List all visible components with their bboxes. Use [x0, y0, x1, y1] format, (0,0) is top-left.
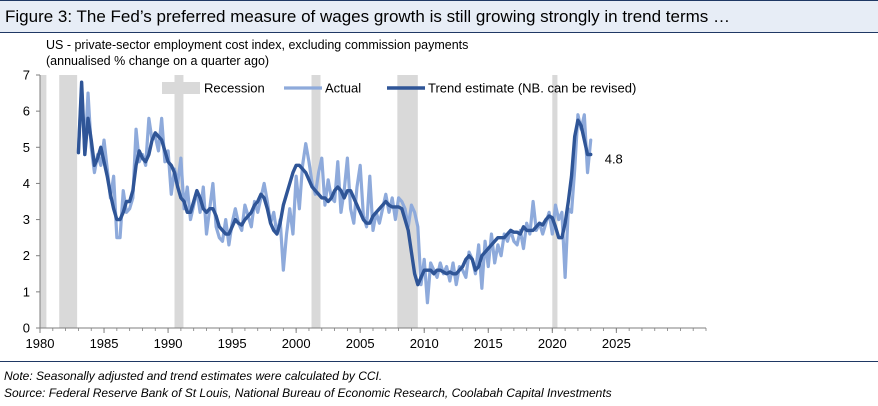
x-tick-label-2010: 2010 [410, 336, 439, 351]
recession-band-3 [174, 75, 184, 328]
trend-line [76, 80, 593, 287]
figure-notes: Note: Seasonally adjusted and trend esti… [4, 368, 612, 402]
recession-band-4 [311, 75, 321, 328]
figure-note: Note: Seasonally adjusted and trend esti… [4, 369, 383, 383]
y-tick-label-2: 2 [23, 248, 30, 263]
chart-axes: 0 1 2 3 4 5 6 7 1980 1985 1990 1995 2000 2005 2010 2015… [23, 68, 707, 351]
legend-label-recession: Recession [204, 81, 265, 96]
y-tick-label-3: 3 [23, 212, 30, 227]
wages-growth-chart: 0 1 2 3 4 5 6 7 1980 1985 1990 1995 2000 2005 2010 2015… [23, 68, 707, 351]
y-tick-label-0: 0 [23, 321, 30, 336]
legend-label-actual: Actual [325, 81, 361, 96]
bottom-divider [0, 361, 878, 362]
chart-subtitle-line-1: US - private-sector employment cost inde… [46, 38, 469, 52]
figure-source: Source: Federal Reserve Bank of St Louis… [4, 386, 612, 400]
chart-subtitle: US - private-sector employment cost inde… [46, 37, 468, 69]
x-tick-label-2000: 2000 [282, 336, 311, 351]
y-tick-label-1: 1 [23, 284, 30, 299]
x-tick-label-1980: 1980 [26, 336, 55, 351]
x-tick-label-2005: 2005 [346, 336, 375, 351]
x-tick-label-2015: 2015 [474, 336, 503, 351]
y-tick-label-6: 6 [23, 104, 30, 119]
chart-subtitle-line-2: (annualised % change on a quarter ago) [46, 54, 270, 68]
y-tick-label-5: 5 [23, 140, 30, 155]
chart-annotations: 4.8 [605, 152, 623, 167]
latest-value-annotation: 4.8 [605, 152, 623, 167]
recession-band-1 [40, 75, 47, 328]
figure-title-bar: Figure 3: The Fed’s preferred measure of… [0, 0, 878, 33]
recession-band-6 [552, 75, 558, 328]
chart-series [76, 80, 593, 305]
x-tick-label-1985: 1985 [90, 336, 119, 351]
figure-title: Figure 3: The Fed’s preferred measure of… [5, 7, 731, 26]
x-tick-label-1995: 1995 [218, 336, 247, 351]
legend-label-trend: Trend estimate (NB. can be revised) [428, 81, 636, 96]
x-tick-label-2025: 2025 [602, 336, 631, 351]
y-tick-label-7: 7 [23, 68, 30, 83]
x-tick-label-1990: 1990 [154, 336, 183, 351]
y-tick-label-4: 4 [23, 176, 30, 191]
recession-band-2 [59, 75, 78, 328]
legend-swatch-recession [162, 82, 200, 94]
x-tick-label-2020: 2020 [538, 336, 567, 351]
chart-legend: Recession Actual Trend estimate (NB. can b… [162, 81, 636, 96]
